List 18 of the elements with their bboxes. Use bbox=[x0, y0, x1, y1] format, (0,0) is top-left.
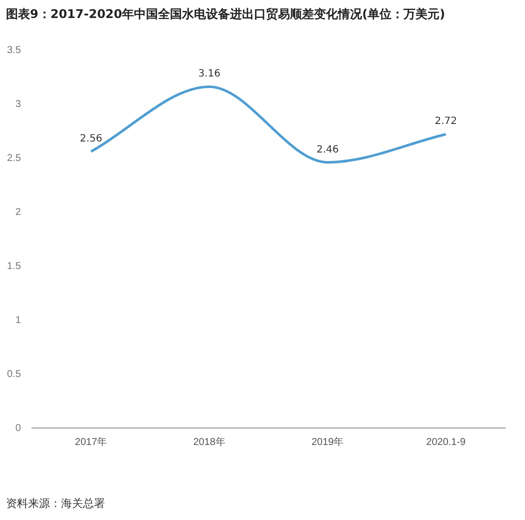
x-tick-label: 2019年 bbox=[311, 436, 344, 448]
data-label: 2.46 bbox=[316, 144, 339, 156]
y-tick-label: 3.5 bbox=[6, 44, 22, 56]
text: 资料来源：海关总署 bbox=[6, 496, 105, 511]
x-tick-label: 2017年 bbox=[74, 436, 108, 448]
data-label: 3.16 bbox=[198, 68, 220, 80]
y-tick-label: 2.5 bbox=[6, 152, 22, 164]
y-tick-label: 0 bbox=[15, 422, 22, 434]
y-tick-label: 1.5 bbox=[6, 260, 22, 272]
data-label: 2.72 bbox=[434, 116, 457, 128]
x-tick-label: 2020.1-9 bbox=[426, 436, 466, 448]
y-tick-label: 0.5 bbox=[6, 368, 22, 380]
y-tick-label: 2 bbox=[15, 206, 22, 218]
y-tick-label: 3 bbox=[15, 98, 22, 110]
data-label: 2.56 bbox=[80, 134, 102, 145]
chart-title: 图表9：2017-2020年中国全国水电设备进出口贸易顺差变化情况(单位：万美元) bbox=[6, 6, 446, 23]
x-tick-label: 2018年 bbox=[193, 436, 226, 448]
y-tick-label: 1 bbox=[15, 314, 22, 326]
